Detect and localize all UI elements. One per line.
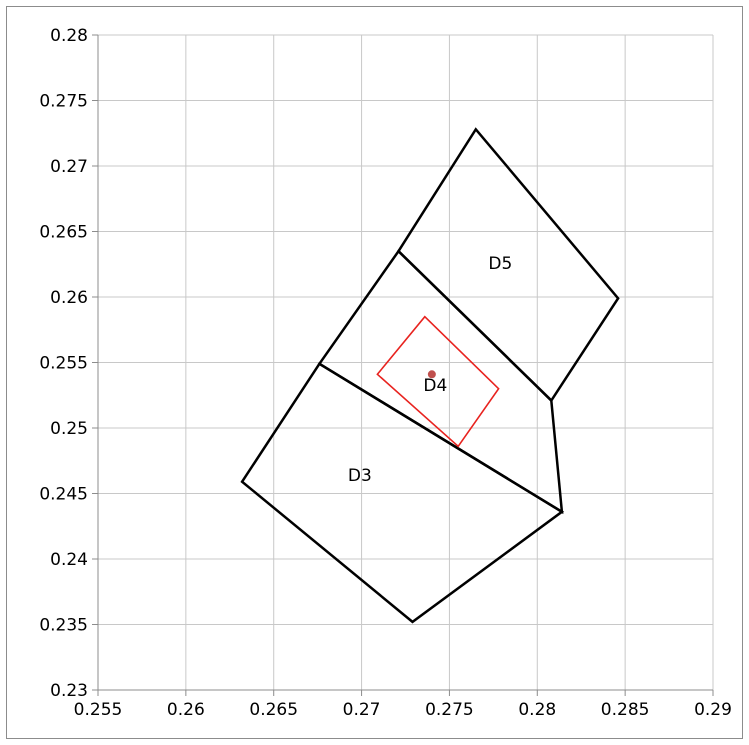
axes — [92, 34, 714, 696]
x-tick-label-6: 0.285 — [601, 700, 650, 720]
region-label-d5: D5 — [488, 254, 512, 274]
points — [427, 370, 436, 379]
x-tick-label-2: 0.265 — [249, 700, 298, 720]
x-tick-label-4: 0.275 — [425, 700, 474, 720]
data-point — [427, 370, 436, 379]
y-tick-label-6: 0.25 — [50, 419, 88, 439]
y-tick-label-9: 0.235 — [39, 616, 88, 636]
region-labels: D3 D4 D5 — [348, 254, 512, 486]
y-tick-labels: 0.28 0.275 0.27 0.265 0.26 0.255 0.25 0.245 0.24… — [39, 26, 88, 701]
chart-frame — [6, 6, 743, 739]
grid-lines — [97, 34, 714, 691]
y-tick-label-10: 0.23 — [50, 681, 88, 701]
highlight-region-group — [376, 315, 500, 448]
regions — [240, 127, 620, 624]
y-tick-label-4: 0.26 — [50, 288, 88, 308]
x-tick-label-3: 0.27 — [343, 700, 381, 720]
y-tick-label-1: 0.275 — [39, 92, 88, 112]
region-d5 — [396, 127, 620, 403]
x-tick-label-1: 0.26 — [167, 700, 205, 720]
region-label-d3: D3 — [348, 466, 372, 486]
x-tick-label-7: 0.29 — [694, 700, 732, 720]
y-tick-label-5: 0.255 — [39, 354, 88, 374]
y-tick-label-2: 0.27 — [50, 157, 88, 177]
y-tick-label-0: 0.28 — [50, 26, 88, 46]
region-label-d4: D4 — [423, 376, 447, 396]
x-tick-label-5: 0.28 — [518, 700, 556, 720]
region-d3 — [240, 362, 565, 624]
highlight-region — [376, 315, 500, 448]
x-tick-label-0: 0.255 — [74, 700, 123, 720]
x-tick-labels: 0.255 0.26 0.265 0.27 0.275 0.28 0.285 0.29 — [74, 700, 732, 720]
y-tick-label-8: 0.24 — [50, 550, 88, 570]
y-tick-label-7: 0.245 — [39, 485, 88, 505]
y-tick-label-3: 0.265 — [39, 223, 88, 243]
